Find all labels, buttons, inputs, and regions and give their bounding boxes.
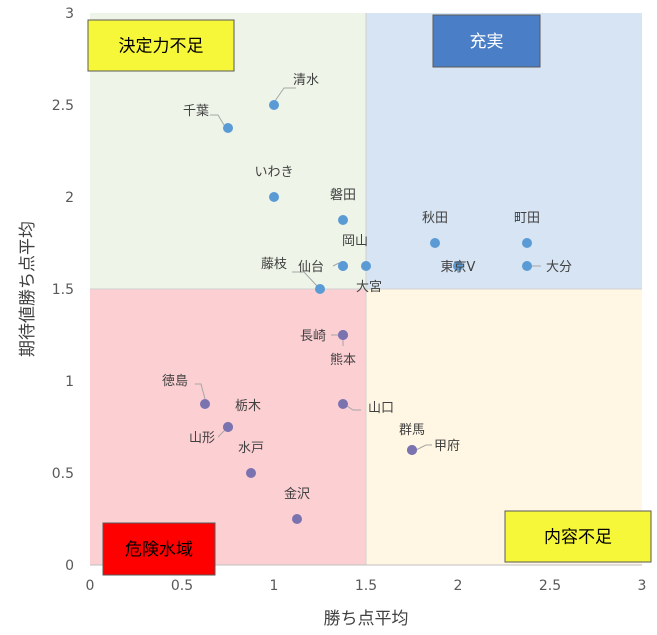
quadrant-label-box xyxy=(87,19,235,72)
x-axis-title: 勝ち点平均 xyxy=(324,609,409,629)
quadrant-label-text: 危険水域 xyxy=(125,540,193,560)
quadrant-label-top-right: 充実 xyxy=(432,14,541,68)
leader-line xyxy=(332,262,340,267)
quadrant-label-text: 決定力不足 xyxy=(119,37,204,57)
quadrant-label-bottom-left: 危険水域 xyxy=(102,522,216,576)
point-label: 水戸 xyxy=(238,441,264,456)
leader-line xyxy=(292,271,318,287)
point-label: 千葉 xyxy=(183,104,209,119)
point-label: 山形 xyxy=(189,431,215,446)
x-tick-label: 2 xyxy=(454,578,463,594)
quadrant-backgrounds xyxy=(90,13,642,565)
point-label: 大分 xyxy=(546,260,572,275)
point-label: 仙台 xyxy=(298,260,324,275)
data-point xyxy=(361,261,371,271)
point-label: 栃木 xyxy=(235,399,261,414)
data-point xyxy=(522,238,532,248)
x-tick-label: 2.5 xyxy=(539,578,561,594)
point-label: いわき xyxy=(254,165,293,180)
data-point xyxy=(338,215,348,225)
point-label: 町田 xyxy=(514,211,540,226)
point-label: 甲府 xyxy=(434,439,460,454)
leader-lines xyxy=(195,87,541,451)
data-point xyxy=(269,100,279,110)
point-label: 藤枝 xyxy=(261,257,287,272)
point-label: 東京V xyxy=(441,259,476,275)
quadrant-label-box xyxy=(504,510,652,563)
data-point xyxy=(223,422,233,432)
y-tick-label: 0 xyxy=(65,558,74,574)
data-point xyxy=(453,261,463,271)
leader-line xyxy=(415,444,432,451)
y-axis-title: 期待値勝ち点平均 xyxy=(18,221,38,357)
data-point xyxy=(522,261,532,271)
data-point xyxy=(269,192,279,202)
point-label: 山口 xyxy=(368,401,394,416)
x-tick-label: 1.5 xyxy=(355,578,377,594)
y-tick-label: 1 xyxy=(65,374,74,390)
data-point xyxy=(338,330,348,340)
data-point xyxy=(292,514,302,524)
point-label: 清水 xyxy=(293,73,319,88)
point-label: 熊本 xyxy=(330,352,356,368)
x-tick-label: 0.5 xyxy=(171,578,193,594)
quadrant-label-text: 内容不足 xyxy=(544,528,612,548)
leader-line xyxy=(210,114,225,126)
y-tick-label: 0.5 xyxy=(52,466,74,482)
leader-line xyxy=(217,429,226,438)
data-point xyxy=(338,399,348,409)
data-point xyxy=(407,445,417,455)
data-point xyxy=(200,399,210,409)
point-label: 秋田 xyxy=(422,211,448,226)
point-label: 磐田 xyxy=(330,188,356,203)
y-tick-label: 2 xyxy=(65,190,74,206)
point-label: 長崎 xyxy=(300,329,326,344)
point-label: 金沢 xyxy=(284,486,310,502)
y-tick-label: 1.5 xyxy=(52,282,74,298)
quadrant-label-top-left: 決定力不足 xyxy=(87,19,235,72)
data-point xyxy=(246,468,256,478)
quadrant-label-box xyxy=(432,14,541,68)
data-points xyxy=(200,100,532,524)
point-label: 大宮 xyxy=(356,279,382,295)
x-tick-label: 0 xyxy=(86,578,95,594)
point-label: 群馬 xyxy=(399,423,425,438)
data-point xyxy=(223,123,233,133)
point-label: 徳島 xyxy=(162,374,188,389)
y-tick-label: 3 xyxy=(65,6,74,22)
data-point xyxy=(338,261,348,271)
point-label: 岡山 xyxy=(342,234,368,249)
leader-line xyxy=(195,383,206,400)
data-point xyxy=(430,238,440,248)
data-point xyxy=(315,284,325,294)
leader-line xyxy=(346,405,361,411)
quadrant-label-box xyxy=(102,522,216,576)
quadrant-label-text: 充実 xyxy=(470,32,504,52)
quadrant-label-bottom-right: 内容不足 xyxy=(504,510,652,563)
x-tick-label: 3 xyxy=(638,578,647,594)
y-tick-label: 2.5 xyxy=(52,98,74,114)
x-tick-label: 1 xyxy=(270,578,279,594)
axes: 0 0.5 1 1.5 2 2.5 3 0 0.5 1 1.5 2 2.5 3 xyxy=(52,6,647,594)
leader-line xyxy=(274,87,296,102)
